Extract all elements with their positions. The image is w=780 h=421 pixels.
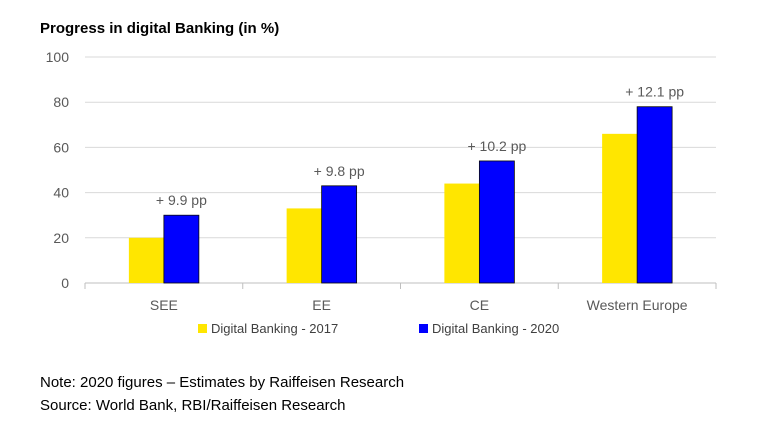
footnotes: Note: 2020 figures – Estimates by Raiffe… [40, 371, 404, 417]
legend-swatch-2017 [198, 324, 207, 333]
data-annotation: + 9.9 pp [156, 192, 207, 208]
data-annotation: + 9.8 pp [314, 163, 365, 179]
y-tick-label: 20 [53, 230, 69, 246]
bar [636, 106, 673, 284]
y-tick-label: 100 [46, 49, 70, 65]
data-annotation: + 10.2 pp [467, 138, 526, 154]
bar [602, 133, 638, 283]
bar [321, 185, 358, 284]
chart-title: Progress in digital Banking (in %) [40, 20, 280, 37]
bar [444, 183, 480, 283]
legend-label-2017: Digital Banking - 2017 [211, 321, 339, 336]
source-line: Source: World Bank, RBI/Raiffeisen Resea… [40, 397, 346, 414]
bar [478, 160, 515, 284]
note-line: Note: 2020 figures – Estimates by Raiffe… [40, 374, 405, 391]
legend-swatch-2020 [419, 324, 428, 333]
legend-item-2020: Digital Banking - 2020 [419, 321, 559, 336]
x-tick-label: EE [312, 297, 331, 313]
bar [128, 237, 164, 283]
data-annotation: + 12.1 pp [625, 84, 684, 100]
y-tick-label: 40 [53, 185, 69, 201]
y-tick-label: 80 [53, 94, 69, 110]
x-tick-label: CE [470, 297, 489, 313]
y-tick-label: 0 [61, 275, 69, 291]
x-tick-label: Western Europe [587, 297, 688, 313]
legend-label-2020: Digital Banking - 2020 [432, 321, 560, 336]
x-tick-label: SEE [150, 297, 178, 313]
bar [286, 208, 322, 283]
y-tick-label: 60 [53, 139, 69, 155]
legend-item-2017: Digital Banking - 2017 [198, 321, 338, 336]
bar [163, 214, 200, 284]
